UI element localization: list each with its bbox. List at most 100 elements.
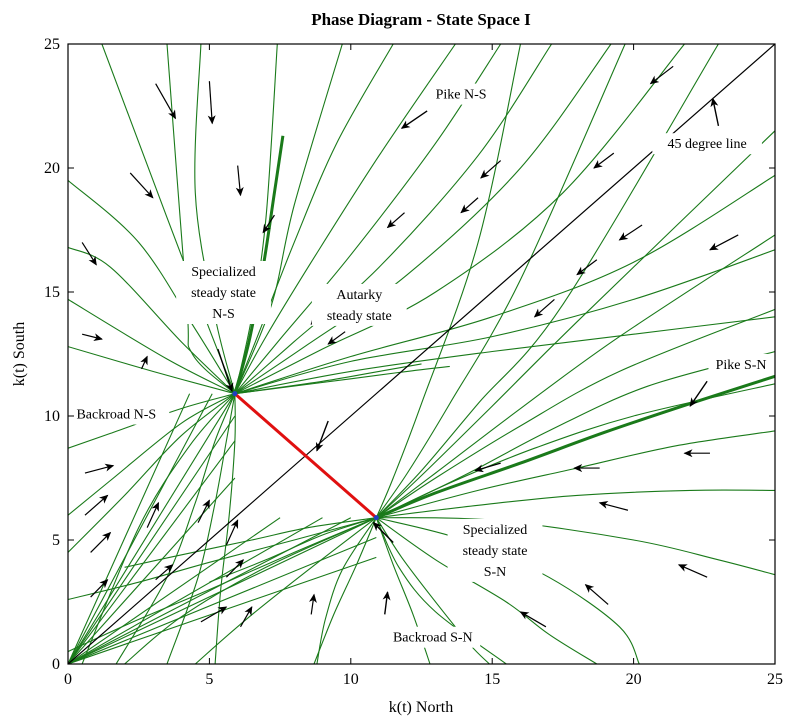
annotation-label: S-N <box>484 565 507 580</box>
y-tick-label: 5 <box>52 532 60 549</box>
direction-arrow <box>593 152 615 169</box>
trajectory-sn <box>375 517 490 664</box>
annotation-label: Specialized <box>191 265 256 280</box>
trajectory-ns <box>68 298 236 395</box>
trajectory-ns <box>234 44 502 395</box>
annotation-arrow <box>315 420 329 452</box>
y-axis-label: k(t) South <box>11 322 28 386</box>
trajectory-ns <box>68 246 236 395</box>
y-tick-label: 25 <box>44 36 60 53</box>
trajectory-sn <box>316 517 377 664</box>
direction-arrow <box>327 331 346 345</box>
x-tick-label: 10 <box>343 671 359 688</box>
annotation-arrow <box>382 591 391 615</box>
trajectory-ns <box>234 44 343 394</box>
annotation-background <box>311 283 407 326</box>
trajectory-sn <box>375 308 775 519</box>
direction-arrow <box>308 593 317 615</box>
x-tick-label: 15 <box>484 671 500 688</box>
y-tick-label: 10 <box>44 408 60 425</box>
trajectory-sn <box>68 517 377 601</box>
annotation-background <box>74 403 170 425</box>
trajectory-sn <box>376 350 775 519</box>
direction-arrow <box>618 224 643 241</box>
origin-trajectory <box>68 536 377 664</box>
trajectory-sn <box>375 44 626 519</box>
direction-arrow <box>262 214 275 234</box>
annotation-background <box>708 353 774 375</box>
x-tick-label: 20 <box>626 671 642 688</box>
trajectory-ns <box>234 363 422 395</box>
trajectory-ns <box>68 179 236 394</box>
trajectory-sn <box>209 517 377 583</box>
origin-trajectory <box>68 393 236 664</box>
direction-arrow <box>480 160 502 179</box>
plot-frame <box>67 43 776 665</box>
trajectory-ns <box>214 393 236 664</box>
y-tick-label: 15 <box>44 284 60 301</box>
x-axis-label: k(t) North <box>389 699 453 716</box>
annotation-label: N-S <box>212 307 235 322</box>
trajectory-ns <box>234 316 775 395</box>
annotation-label: Backroad N-S <box>76 408 156 423</box>
trajectory-ns <box>68 393 236 516</box>
trajectory-sn <box>124 517 377 664</box>
x-tick-label: 5 <box>205 671 213 688</box>
origin-trajectory <box>68 440 236 664</box>
pike-sn-line <box>375 374 775 520</box>
annotations-layer: Pike N-S 45 degree line Specialized steady … <box>74 83 774 648</box>
trajectory-ns <box>115 393 236 664</box>
direction-arrow <box>146 501 160 528</box>
direction-arrow <box>474 462 501 473</box>
direction-arrow <box>225 559 245 578</box>
annotation-label: steady state <box>463 544 528 559</box>
trajectory-sn <box>376 517 775 576</box>
steady-state-sn-point <box>373 515 379 521</box>
steady-state-ns-point <box>232 391 238 397</box>
direction-arrow <box>235 165 244 197</box>
direction-arrow <box>140 355 148 370</box>
origin-trajectory <box>68 517 352 664</box>
trajectory-ns <box>234 44 278 394</box>
trajectory-ns <box>68 346 236 395</box>
annotation-arrow <box>372 521 394 543</box>
annotation-background <box>447 518 543 582</box>
direction-arrow <box>576 259 598 276</box>
direction-arrow <box>533 298 555 318</box>
direction-arrow <box>81 333 103 342</box>
annotation-label: Pike S-N <box>716 358 767 373</box>
trajectory-ns <box>234 44 456 394</box>
trajectory-ns <box>166 393 236 664</box>
trajectory-ns <box>68 393 236 553</box>
origin-trajectory <box>68 415 236 664</box>
direction-arrow <box>197 499 210 523</box>
y-axis: 0 5 10 15 20 25 <box>44 36 775 673</box>
trajectory-sn <box>194 517 377 664</box>
direction-arrow <box>677 564 708 578</box>
direction-arrow <box>239 606 253 628</box>
annotation-background <box>385 626 481 648</box>
trajectory-sn <box>375 517 598 664</box>
direction-arrow <box>84 494 109 516</box>
x-tick-label: 25 <box>767 671 783 688</box>
direction-arrow <box>200 606 228 623</box>
trajectory-sn <box>376 517 640 664</box>
direction-arrow <box>584 583 609 605</box>
origin-trajectory <box>68 517 323 664</box>
annotation-label: Autarky <box>336 288 382 303</box>
trajectory-sn <box>375 234 775 519</box>
annotation-label: 45 degree line <box>667 137 746 152</box>
direction-arrow <box>155 83 176 120</box>
annotation-label: steady state <box>327 309 392 324</box>
trajectory-ns <box>81 393 236 664</box>
x-tick-label: 0 <box>64 671 72 688</box>
autarky-line <box>233 392 378 519</box>
annotation-background <box>428 83 494 105</box>
trajectory-sn <box>313 517 377 664</box>
origin-trajectory <box>68 517 281 664</box>
trajectory-sn <box>124 517 377 568</box>
annotation-label: Backroad S-N <box>393 631 473 646</box>
annotation-arrow <box>400 110 428 129</box>
trajectory-ns <box>234 44 685 395</box>
